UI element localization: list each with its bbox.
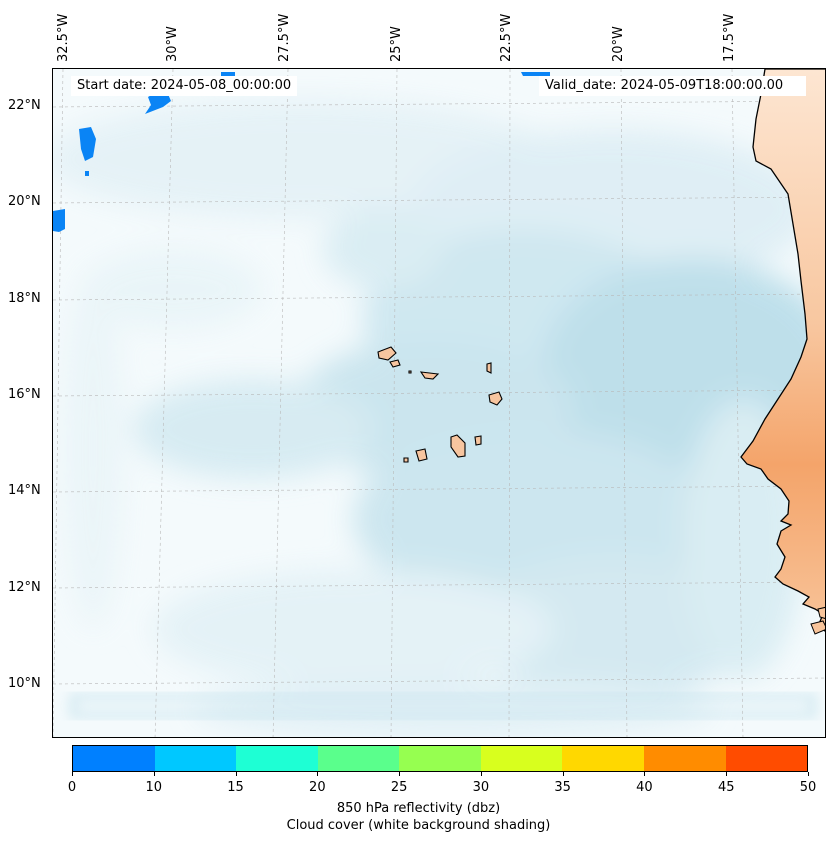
colorbar-tickmark — [480, 772, 482, 776]
colorbar-tick-label: 30 — [472, 780, 490, 795]
start-date-label: Start date: 2024-05-08_00:00:00 — [71, 76, 298, 96]
longitude-label: 32.5°W — [56, 13, 71, 62]
longitude-label: 22.5°W — [499, 13, 514, 62]
latitude-label: 22°N — [8, 98, 41, 113]
colorbar-tick-label: 35 — [554, 780, 571, 795]
longitude-label: 17.5°W — [722, 13, 737, 62]
colorbar-tick-label: 0 — [67, 780, 77, 795]
longitude-label: 27.5°W — [277, 13, 292, 62]
latitude-label: 16°N — [8, 387, 41, 402]
colorbar-tick-label: 15 — [227, 780, 244, 795]
colorbar-label: 850 hPa reflectivity (dbz) — [336, 801, 501, 816]
colorbar-sublabel: Cloud cover (white background shading) — [286, 818, 551, 833]
colorbar-tick-label: 50 — [799, 780, 817, 795]
colorbar-segment — [643, 746, 726, 771]
colorbar-tick-label: 20 — [309, 780, 326, 795]
cape-verde-islands — [377, 346, 503, 463]
latitude-label: 12°N — [8, 580, 41, 595]
colorbar-tickmark — [726, 772, 728, 776]
cloud-cover-shading — [53, 69, 825, 737]
colorbar-segment — [562, 746, 644, 771]
colorbar-tick-label: 40 — [636, 780, 653, 795]
colorbar-tickmark — [72, 772, 73, 776]
colorbar-tickmark — [235, 772, 237, 776]
colorbar-tickmark — [562, 772, 564, 776]
longitude-label: 25°W — [389, 26, 404, 62]
colorbar-segment — [154, 746, 237, 771]
colorbar-tickmark — [399, 772, 401, 776]
reflectivity-echoes — [53, 72, 550, 232]
colorbar-tickmark — [317, 772, 319, 776]
graticule — [53, 69, 825, 737]
longitude-label: 30°W — [165, 26, 180, 62]
longitude-label: 20°W — [611, 26, 626, 62]
colorbar — [72, 745, 808, 772]
africa-coast — [740, 69, 825, 635]
colorbar-segment — [73, 746, 155, 771]
colorbar-tick-label: 45 — [717, 780, 735, 795]
colorbar-segment — [399, 746, 481, 771]
map-frame: Start date: 2024-05-08_00:00:00 Valid_da… — [52, 68, 826, 738]
latitude-label: 14°N — [8, 483, 41, 498]
colorbar-tickmark — [644, 772, 646, 776]
colorbar-segment — [236, 746, 318, 771]
latitude-label: 20°N — [8, 194, 41, 209]
colorbar-segment — [725, 746, 808, 771]
map-canvas — [53, 69, 825, 737]
latitude-label: 18°N — [8, 291, 41, 306]
colorbar-tickmark — [808, 772, 809, 776]
colorbar-tickmark — [153, 772, 155, 776]
latitude-label: 10°N — [8, 676, 41, 691]
colorbar-tick-label: 25 — [390, 780, 408, 795]
colorbar-tick-label: 10 — [145, 780, 163, 795]
colorbar-segment — [480, 746, 563, 771]
colorbar-segment — [317, 746, 400, 771]
valid-date-label: Valid_date: 2024-05-09T18:00:00.00 — [539, 76, 806, 96]
